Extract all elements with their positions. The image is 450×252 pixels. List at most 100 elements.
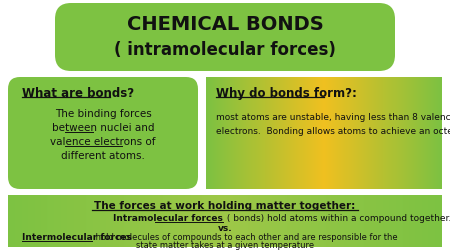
Bar (310, 195, 311, 247)
Bar (35, 195, 36, 247)
Bar (347, 78, 348, 189)
Bar (249, 195, 250, 247)
Bar (225, 78, 226, 189)
Bar (310, 78, 311, 189)
Bar (394, 195, 395, 247)
Bar (80, 195, 81, 247)
Bar (215, 78, 216, 189)
Bar (293, 78, 294, 189)
Text: Intramolecular forces: Intramolecular forces (113, 214, 223, 223)
Bar (234, 78, 235, 189)
Bar (29, 195, 30, 247)
Bar (247, 195, 248, 247)
Bar (306, 78, 307, 189)
Bar (247, 78, 248, 189)
Bar (130, 195, 131, 247)
Bar (267, 78, 268, 189)
Bar (23, 195, 24, 247)
Bar (221, 195, 222, 247)
Bar (102, 195, 103, 247)
Bar (143, 195, 144, 247)
Bar (168, 195, 169, 247)
Bar (122, 195, 123, 247)
Bar (159, 195, 160, 247)
Bar (259, 195, 260, 247)
Bar (238, 78, 239, 189)
Bar (61, 195, 62, 247)
Bar (391, 195, 392, 247)
Bar (376, 78, 377, 189)
Bar (384, 195, 385, 247)
Bar (349, 195, 350, 247)
Bar (389, 195, 390, 247)
Bar (182, 195, 183, 247)
Bar (253, 195, 254, 247)
Bar (410, 78, 411, 189)
Bar (57, 195, 58, 247)
Text: Why do bonds form?:: Why do bonds form?: (216, 86, 357, 99)
Bar (348, 195, 349, 247)
Bar (307, 78, 308, 189)
Bar (287, 78, 288, 189)
Bar (207, 78, 208, 189)
Bar (227, 78, 228, 189)
Bar (215, 195, 216, 247)
Bar (329, 195, 330, 247)
Bar (272, 78, 273, 189)
Bar (92, 195, 93, 247)
Bar (341, 195, 342, 247)
Bar (255, 78, 256, 189)
Bar (245, 195, 246, 247)
Text: state matter takes at a given temperature: state matter takes at a given temperatur… (136, 241, 314, 249)
Bar (65, 195, 66, 247)
Bar (50, 195, 51, 247)
Bar (19, 195, 20, 247)
Bar (31, 195, 32, 247)
Bar (388, 195, 389, 247)
Bar (343, 195, 344, 247)
Bar (232, 78, 233, 189)
Bar (226, 195, 227, 247)
Bar (52, 195, 53, 247)
Bar (395, 78, 396, 189)
Bar (398, 195, 399, 247)
Bar (231, 195, 232, 247)
Bar (368, 195, 369, 247)
Bar (278, 78, 279, 189)
Bar (409, 78, 410, 189)
Bar (433, 195, 434, 247)
Bar (64, 195, 65, 247)
Bar (77, 195, 78, 247)
Bar (294, 195, 295, 247)
Bar (263, 195, 264, 247)
Bar (117, 195, 118, 247)
Bar (217, 78, 218, 189)
Bar (42, 195, 43, 247)
Bar (334, 78, 335, 189)
Bar (352, 78, 353, 189)
Bar (118, 195, 119, 247)
Bar (279, 78, 280, 189)
Bar (387, 195, 388, 247)
FancyBboxPatch shape (8, 78, 198, 189)
Text: CHEMICAL BONDS: CHEMICAL BONDS (126, 14, 324, 33)
Bar (382, 195, 383, 247)
Bar (330, 78, 331, 189)
Bar (284, 195, 285, 247)
Bar (376, 195, 377, 247)
Bar (298, 195, 299, 247)
Bar (313, 195, 314, 247)
Bar (205, 195, 206, 247)
Bar (378, 195, 379, 247)
Bar (116, 195, 117, 247)
Bar (149, 195, 150, 247)
Bar (188, 195, 189, 247)
Text: Intermolecular forces: Intermolecular forces (22, 233, 132, 241)
Bar (107, 195, 108, 247)
Bar (185, 195, 186, 247)
Bar (153, 195, 154, 247)
Bar (417, 78, 418, 189)
Text: between nuclei and: between nuclei and (52, 122, 154, 133)
Bar (240, 195, 241, 247)
Bar (177, 195, 178, 247)
